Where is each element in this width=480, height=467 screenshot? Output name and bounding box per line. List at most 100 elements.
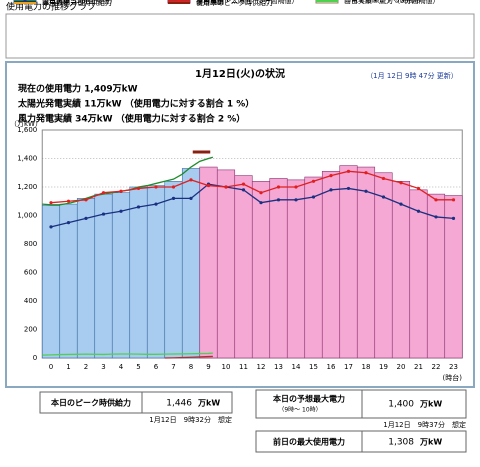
bar [409,189,428,359]
marker [311,195,316,199]
marker [171,196,176,200]
bar [216,169,236,359]
info: 太陽光発電実績 11万kW （使用電力に対する割合 1 %） [17,98,254,110]
marker [101,212,106,216]
bar [321,171,341,359]
info: 現在の使用電力 1,409万kW [18,83,138,95]
marker [434,215,438,219]
bar [199,166,218,359]
bar [76,198,96,359]
x-tick-label: 14 [292,363,301,371]
x-tick-label: 5 [136,363,140,371]
box-value: 1,308 [388,438,414,448]
marker [329,174,333,178]
legend-label: 節電をお願いする時間帯 [344,0,421,4]
x-tick-label: 16 [327,363,336,371]
bar [391,181,411,359]
x-tick-label: 18 [362,363,371,371]
marker [259,201,263,205]
x-tick-label: 7 [171,363,175,371]
marker [84,198,88,202]
x-tick-label: 13 [274,363,283,371]
x-tick-label: 3 [101,363,105,371]
x-tick-label: 10 [222,363,231,371]
x-tick-label: 9 [206,363,210,371]
marker [171,185,176,189]
bar [251,181,271,359]
box-note: 1月12日 9時32分 想定 [149,415,232,424]
box-unit: 万kW [197,399,220,408]
marker [294,198,298,202]
marker [346,186,351,191]
marker [381,195,386,199]
marker [66,199,71,203]
x-tick-label: 11 [239,363,248,371]
marker [101,191,106,195]
box-sub: （9時～ 10時） [278,406,321,414]
x-tick-label: 8 [189,363,193,371]
legend-label: 前日実績 [196,0,224,6]
marker [66,221,71,225]
box [255,430,467,453]
marker [381,176,386,181]
x-tick-label: 4 [119,363,124,371]
marker [224,185,228,189]
y-tick-label: 400 [24,297,37,305]
x-tick-label: 2 [84,363,88,371]
bar [356,166,376,359]
bar [94,193,113,359]
box [39,391,233,414]
marker [136,186,141,191]
legend-label: 当日実績（5分間隔値） [42,0,116,5]
x-tick-label: 19 [379,363,388,371]
y-tick-label: 1,000 [17,212,37,220]
bar [339,165,358,359]
info: 風力発電実績 34万kW （使用電力に対する割合 2 %） [18,113,245,125]
marker [259,191,263,195]
bar [286,179,306,359]
x-tick-label: 17 [344,363,353,371]
y-tick-label: 800 [24,240,37,248]
marker [189,178,193,182]
y-axis-label: （万kW） [10,120,42,128]
marker [399,181,403,185]
marker [399,202,403,206]
marker [329,188,333,192]
bar [111,192,131,359]
box-unit: 万kW [419,438,442,447]
marker [294,185,298,189]
line [42,352,213,356]
marker [49,225,53,229]
marker [241,188,246,192]
legend-label: 使用率のピーク時供給力 [196,0,273,7]
box-note: 1月12日 9時37分 想定 [383,420,466,429]
marker [154,202,158,206]
bar [234,175,253,359]
marker [136,205,141,209]
marker [49,201,53,205]
marker [416,186,421,191]
marker [416,209,421,213]
x-tick-label: 21 [414,363,423,371]
marker [451,216,456,220]
box-label: 前日の最大使用電力 [273,437,345,447]
bar [129,186,148,359]
x-tick-label: 23 [449,363,458,371]
x-tick-label: 0 [49,363,53,371]
bar [146,185,166,359]
bar [59,203,78,359]
updated: （1月 12日 9時 47分 更新） [366,71,458,80]
box-value: 1,400 [388,400,414,410]
marker [276,198,281,202]
x-tick-label: 15 [309,363,318,371]
y-tick-label: 600 [24,269,37,277]
marker [434,198,438,202]
marker [84,216,88,220]
marker [154,185,158,189]
x-tick-label: 22 [432,363,441,371]
marker [241,182,246,186]
marker [311,179,316,183]
legend-box [5,13,475,59]
bar [374,172,393,359]
